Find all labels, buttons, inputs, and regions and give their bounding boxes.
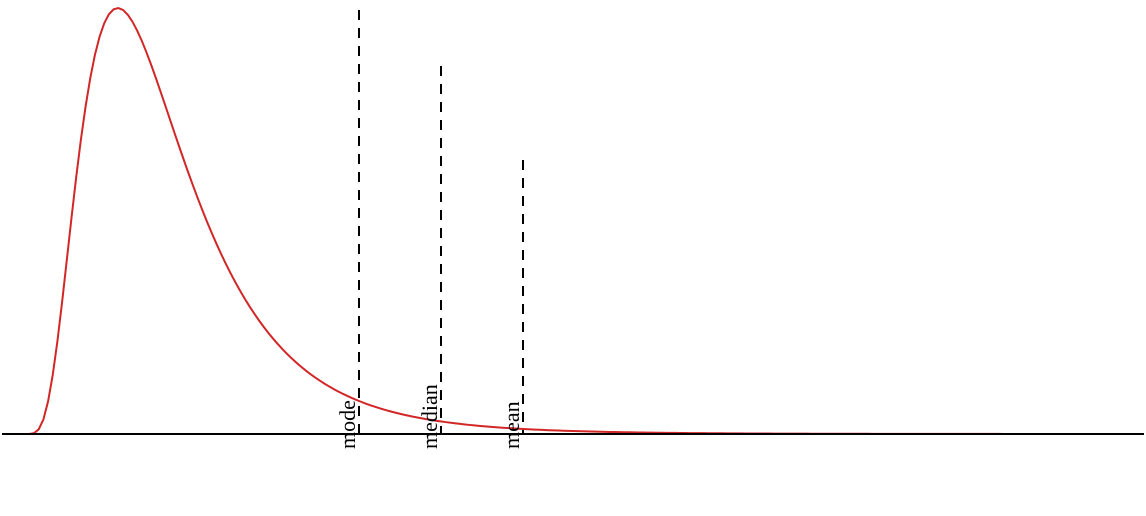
mean-label: mean (499, 401, 524, 449)
mode-label: mode (335, 400, 360, 449)
distribution-chart: mode median mean (0, 0, 1146, 516)
distribution-curve (20, 8, 1144, 434)
median-label: median (417, 384, 442, 449)
